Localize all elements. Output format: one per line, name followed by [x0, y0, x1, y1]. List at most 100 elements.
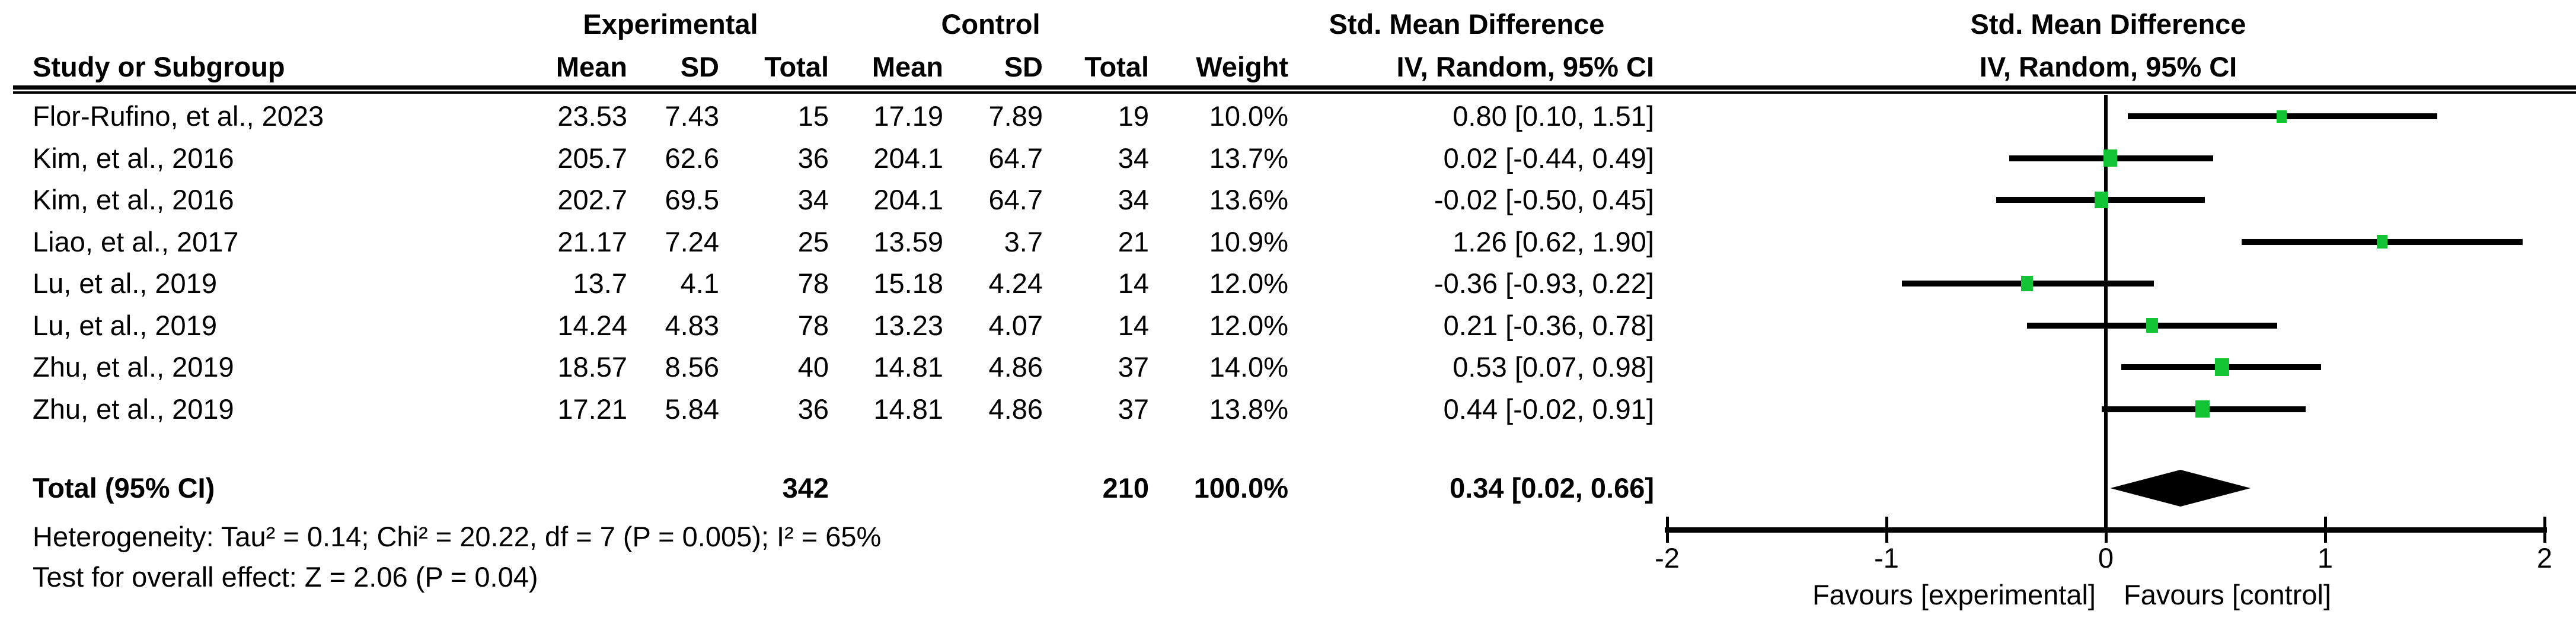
plot-method-header: IV, Random, 95% CI — [1979, 51, 2237, 82]
total-effect-estimate: 0.34 [0.02, 0.66] — [1450, 472, 1654, 504]
control-sd-header: SD — [1004, 51, 1043, 82]
axis-tick-label: 1 — [2317, 542, 2334, 574]
study-table-row: Zhu, et al., 2019 17.21 5.84 36 14.81 4.… — [0, 393, 2576, 425]
experimental-n-value: 78 — [797, 268, 829, 299]
axis-tick-mark — [2323, 517, 2327, 543]
control-mean-value: 204.1 — [873, 184, 943, 215]
study-label: Kim, et al., 2016 — [33, 142, 234, 174]
effect-point-square — [2276, 110, 2287, 123]
weight-value: 13.8% — [1209, 393, 1288, 425]
effect-point-square — [2020, 276, 2033, 291]
favours-right-label: Favours [control] — [2124, 579, 2332, 610]
weight-value: 13.7% — [1209, 142, 1288, 174]
control-mean-value: 204.1 — [873, 142, 943, 174]
weight-column-header: Weight — [1196, 51, 1288, 82]
overall-effect-test: Test for overall effect: Z = 2.06 (P = 0… — [33, 561, 538, 593]
study-table-row: Kim, et al., 2016 205.7 62.6 36 204.1 64… — [0, 142, 2576, 174]
control-mean-value: 15.18 — [873, 268, 943, 299]
total-control-n: 210 — [1102, 472, 1149, 504]
control-sd-value: 64.7 — [988, 142, 1043, 174]
control-sd-value: 7.89 — [988, 100, 1043, 132]
experimental-sd-value: 8.56 — [665, 351, 719, 383]
study-label: Liao, et al., 2017 — [33, 225, 239, 257]
effect-point-square — [2215, 358, 2229, 376]
effect-point-square — [2103, 149, 2118, 167]
control-sd-value: 3.7 — [1004, 225, 1043, 257]
effect-point-square — [2195, 400, 2210, 418]
control-total-header: Total — [1084, 51, 1149, 82]
axis-tick-label: 0 — [2098, 542, 2114, 574]
effect-estimate-text: 0.53 [0.07, 0.98] — [1453, 351, 1654, 383]
effect-estimate-text: 0.80 [0.10, 1.51] — [1453, 100, 1654, 132]
pooled-effect-diamond — [2110, 470, 2251, 507]
control-mean-value: 13.59 — [873, 225, 943, 257]
experimental-mean-value: 21.17 — [557, 225, 627, 257]
study-table-row: Zhu, et al., 2019 18.57 8.56 40 14.81 4.… — [0, 351, 2576, 383]
experimental-mean-header: Mean — [556, 51, 627, 82]
experimental-n-value: 78 — [797, 309, 829, 341]
experimental-mean-value: 17.21 — [557, 393, 627, 425]
experimental-mean-value: 205.7 — [557, 142, 627, 174]
effect-estimate-text: -0.02 [-0.50, 0.45] — [1434, 184, 1654, 215]
experimental-n-value: 40 — [797, 351, 829, 383]
axis-tick-label: -2 — [1655, 542, 1680, 574]
effect-estimate-text: 1.26 [0.62, 1.90] — [1453, 225, 1654, 257]
weight-value: 13.6% — [1209, 184, 1288, 215]
weight-value: 10.9% — [1209, 225, 1288, 257]
study-table-row: Flor-Rufino, et al., 2023 23.53 7.43 15 … — [0, 100, 2576, 132]
control-mean-value: 14.81 — [873, 393, 943, 425]
weight-value: 12.0% — [1209, 309, 1288, 341]
experimental-mean-value: 23.53 — [557, 100, 627, 132]
header-rule — [13, 85, 2576, 94]
favours-left-label: Favours [experimental] — [1812, 579, 2096, 610]
experimental-sd-value: 7.24 — [665, 225, 719, 257]
axis-tick-label: -1 — [1874, 542, 1899, 574]
control-mean-value: 17.19 — [873, 100, 943, 132]
control-sd-value: 4.24 — [988, 268, 1043, 299]
control-n-value: 37 — [1118, 351, 1149, 383]
axis-tick-mark — [2104, 517, 2108, 543]
control-sd-value: 64.7 — [988, 184, 1043, 215]
control-n-value: 21 — [1118, 225, 1149, 257]
experimental-sd-value: 7.43 — [665, 100, 719, 132]
study-label: Kim, et al., 2016 — [33, 184, 234, 215]
control-sd-value: 4.86 — [988, 351, 1043, 383]
effect-method-header: IV, Random, 95% CI — [1396, 51, 1654, 82]
experimental-n-value: 15 — [797, 100, 829, 132]
effect-estimate-text: -0.36 [-0.93, 0.22] — [1434, 268, 1654, 299]
effect-estimate-text: 0.02 [-0.44, 0.49] — [1443, 142, 1654, 174]
study-label: Lu, et al., 2019 — [33, 268, 217, 299]
control-n-value: 34 — [1118, 142, 1149, 174]
axis-tick-mark — [1885, 517, 1888, 543]
control-n-value: 34 — [1118, 184, 1149, 215]
experimental-sd-value: 5.84 — [665, 393, 719, 425]
study-label: Zhu, et al., 2019 — [33, 393, 234, 425]
experimental-n-value: 25 — [797, 225, 829, 257]
control-mean-value: 14.81 — [873, 351, 943, 383]
experimental-n-value: 36 — [797, 393, 829, 425]
effect-column-title: Std. Mean Difference — [1329, 8, 1605, 40]
axis-tick-mark — [1665, 517, 1669, 543]
experimental-sd-value: 4.83 — [665, 309, 719, 341]
weight-value: 12.0% — [1209, 268, 1288, 299]
experimental-mean-value: 14.24 — [557, 309, 627, 341]
experimental-sd-value: 4.1 — [680, 268, 719, 299]
experimental-sd-value: 69.5 — [665, 184, 719, 215]
effect-point-square — [2146, 317, 2158, 333]
axis-tick-mark — [2543, 517, 2546, 543]
experimental-n-value: 36 — [797, 142, 829, 174]
effect-estimate-text: 0.21 [-0.36, 0.78] — [1443, 309, 1654, 341]
control-sd-value: 4.86 — [988, 393, 1043, 425]
control-n-value: 14 — [1118, 268, 1149, 299]
effect-point-square — [2376, 235, 2388, 249]
control-mean-value: 13.23 — [873, 309, 943, 341]
study-label: Zhu, et al., 2019 — [33, 351, 234, 383]
study-table-row: Lu, et al., 2019 14.24 4.83 78 13.23 4.0… — [0, 310, 2576, 342]
weight-value: 14.0% — [1209, 351, 1288, 383]
total-experimental-n: 342 — [782, 472, 829, 504]
experimental-sd-header: SD — [680, 51, 719, 82]
experimental-sd-value: 62.6 — [665, 142, 719, 174]
total-weight: 100.0% — [1193, 472, 1288, 504]
study-column-header: Study or Subgroup — [33, 51, 285, 82]
